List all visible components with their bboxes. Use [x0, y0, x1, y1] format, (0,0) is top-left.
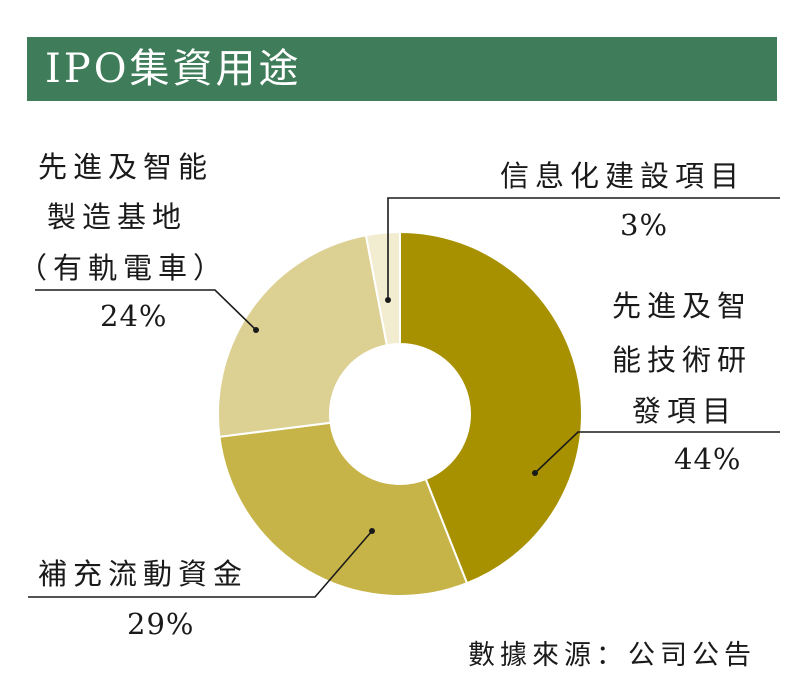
label-manufacturing-line1: 先進及智能: [38, 150, 214, 184]
source-note: 數據來源：公司公告: [468, 640, 756, 671]
leader-working-capital: [28, 530, 373, 598]
pct-working-capital: 29%: [127, 607, 195, 641]
pct-manufacturing: 24%: [100, 299, 168, 333]
leader-manufacturing: [35, 289, 257, 331]
chart-title: IPO集資用途: [45, 46, 302, 92]
pct-it-project: 3%: [620, 208, 669, 242]
leader-it-project-dot: [385, 297, 391, 303]
leader-rd: [534, 431, 780, 474]
slice-manufacturing: [217, 234, 389, 438]
label-manufacturing-line2: 製造基地: [47, 200, 188, 234]
slice-working-capital: [218, 421, 469, 597]
slice-rd: [399, 230, 583, 585]
label-rd-line1: 先進及智: [612, 289, 753, 323]
slice-it-project: [364, 230, 401, 347]
title-bar: IPO集資用途: [27, 37, 777, 101]
label-it-project: 信息化建設項目: [500, 159, 746, 193]
label-working-capital: 補充流動資金: [38, 557, 249, 591]
leader-working-capital-dot: [369, 528, 375, 534]
label-rd-line3: 發項目: [632, 394, 738, 428]
leader-it-project: [387, 197, 780, 300]
pct-rd: 44%: [674, 442, 742, 476]
label-rd-line2: 能技術研: [612, 343, 753, 377]
leader-rd-dot: [532, 470, 538, 476]
label-manufacturing-line3: （有軌電車）: [18, 251, 229, 285]
leader-manufacturing-dot: [253, 327, 259, 333]
